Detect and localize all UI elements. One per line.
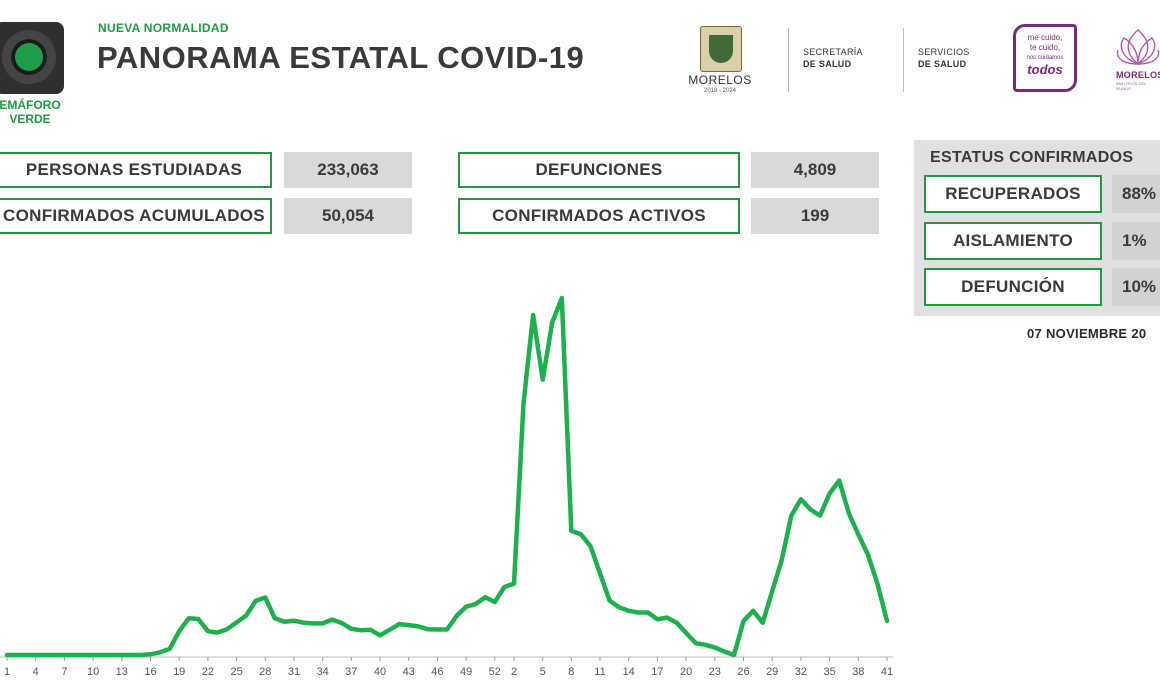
shield-emblem-icon: [709, 35, 733, 63]
morelos-logo-years: 2018 - 2024: [703, 88, 737, 94]
x-tick-label: 20: [680, 666, 692, 678]
x-tick-label: 28: [259, 666, 271, 678]
x-tick-label: 14: [623, 666, 635, 678]
servicios-logo: SERVICIOS DE SALUD: [918, 46, 970, 70]
morelos-shield-logo: [700, 26, 742, 72]
morelos-flower-logo-icon: [1116, 29, 1160, 66]
x-tick-label: 46: [431, 666, 443, 678]
todos-line1: me cuido,: [1027, 33, 1063, 42]
morelos2-logo-text: MORELOS: [1116, 70, 1160, 80]
x-tick-label: 4: [33, 666, 39, 678]
personas-estudiadas-label: PERSONAS ESTUDIADAS: [0, 152, 272, 188]
divider: [788, 28, 789, 92]
x-tick-label: 2: [511, 666, 517, 678]
x-tick-label: 8: [568, 666, 574, 678]
x-tick-label: 41: [881, 666, 893, 678]
confirmados-acumulados-label: CONFIRMADOS ACUMULADOS: [0, 198, 272, 234]
traffic-light-icon: [0, 22, 64, 94]
confirmados-acumulados-value: 50,054: [284, 198, 412, 234]
x-tick-label: 32: [795, 666, 807, 678]
x-tick-label: 26: [737, 666, 749, 678]
x-tick-label: 11: [594, 666, 605, 678]
x-tick-label: 29: [766, 666, 778, 678]
x-tick-label: 13: [116, 666, 128, 678]
cases-line-chart: 1 4 7 10 13 16 19 22 25 28 31 34 37 40 43 46 49 52 2 5 8 11 14…: [0, 295, 893, 678]
x-tick-label: 52: [489, 666, 501, 678]
defuncion-value: 10%: [1112, 268, 1160, 306]
secretaria-line2: DE SALUD: [803, 59, 852, 69]
x-tick-label: 34: [317, 666, 329, 678]
x-tick-label: 10: [87, 666, 99, 678]
defunciones-value: 4,809: [751, 152, 879, 188]
recuperados-value: 88%: [1112, 175, 1160, 213]
x-tick-label: 22: [202, 666, 214, 678]
x-tick-label: 31: [288, 666, 300, 678]
x-tick-label: 37: [345, 666, 357, 678]
todos-big: todos: [1027, 62, 1063, 77]
defuncion-label: DEFUNCIÓN: [924, 268, 1102, 306]
page-title: PANORAMA ESTATAL COVID-19: [97, 40, 585, 75]
cases-series-line: [4, 295, 890, 658]
green-light-icon: [11, 39, 47, 75]
x-tick-label: 7: [61, 666, 67, 678]
x-tick-label: 35: [823, 666, 835, 678]
morelos-logo-text: MORELOS: [688, 73, 752, 87]
recuperados-label: RECUPERADOS: [924, 175, 1102, 213]
defunciones-label: DEFUNCIONES: [458, 152, 740, 188]
x-tick-label: 1: [4, 666, 10, 678]
confirmados-activos-label: CONFIRMADOS ACTIVOS: [458, 198, 740, 234]
x-tick-label: 25: [230, 666, 242, 678]
x-tick-label: 40: [374, 666, 386, 678]
secretaria-line1: SECRETARÍA: [803, 47, 863, 57]
x-tick-label: 5: [540, 666, 546, 678]
todos-line2: te cuido,: [1029, 43, 1061, 52]
x-tick-label: 16: [144, 666, 156, 678]
x-tick-label: 17: [651, 666, 663, 678]
semaforo-label: EMÁFORO VERDE: [0, 98, 66, 126]
x-tick-label: 43: [403, 666, 415, 678]
status-title: ESTATUS CONFIRMADOS: [930, 149, 1134, 166]
servicios-line2: DE SALUD: [918, 59, 967, 69]
report-date: 07 NOVIEMBRE 20: [1027, 326, 1147, 341]
semaforo-label-line1: EMÁFORO: [0, 98, 61, 112]
x-tick-label: 23: [709, 666, 721, 678]
servicios-line1: SERVICIOS: [918, 47, 970, 57]
secretaria-logo: SECRETARÍA DE SALUD: [803, 46, 863, 70]
x-tick-label: 38: [852, 666, 864, 678]
confirmados-activos-value: 199: [751, 198, 879, 234]
divider: [903, 28, 904, 92]
x-tick-label: 19: [173, 666, 185, 678]
todos-line3: nos cuidamos: [1026, 55, 1064, 61]
morelos2-logo-sub: ANFITRIÓN DEL MUNDO: [1116, 81, 1147, 91]
aislamiento-label: AISLAMIENTO: [924, 222, 1102, 260]
personas-estudiadas-value: 233,063: [284, 152, 412, 188]
x-tick-label: 49: [460, 666, 472, 678]
kicker-text: NUEVA NORMALIDAD: [98, 21, 229, 35]
aislamiento-value: 1%: [1112, 222, 1160, 260]
todos-campaign-logo: me cuido, te cuido, nos cuidamos todos: [1013, 24, 1077, 92]
semaforo-label-line2: VERDE: [9, 112, 51, 126]
